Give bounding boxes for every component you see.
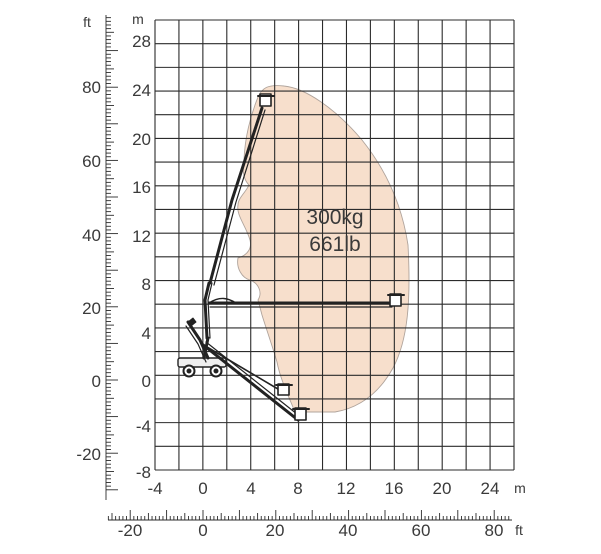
left-ft-ruler <box>105 15 118 500</box>
m-tick-label: -4 <box>147 479 162 498</box>
ft-unit-label-left: ft <box>83 14 91 30</box>
capacity-lb-label: 661lb <box>309 233 360 256</box>
ft-tick-label: 40 <box>339 521 358 540</box>
ft-tick-label: 0 <box>92 372 101 391</box>
m-tick-label: 20 <box>433 479 452 498</box>
m-tick-label: 16 <box>132 178 151 197</box>
m-tick-label: 12 <box>337 479 356 498</box>
m-unit-label-top: m <box>132 11 144 27</box>
grid <box>154 19 515 471</box>
ft-tick-label: -20 <box>76 445 101 464</box>
m-tick-label: 28 <box>132 32 151 51</box>
boom-lift-illustration <box>177 93 405 422</box>
working-envelope <box>237 85 410 413</box>
m-tick-label: 12 <box>132 227 151 246</box>
m-unit-label-bottom: m <box>514 480 526 496</box>
ft-tick-label: -20 <box>118 521 143 540</box>
lift-chassis <box>177 336 227 378</box>
m-tick-label: 20 <box>132 130 151 149</box>
m-tick-label: -4 <box>136 417 151 436</box>
m-tick-label: 4 <box>246 479 255 498</box>
ft-tick-label: 20 <box>266 521 285 540</box>
bottom-ft-ruler <box>107 510 512 521</box>
m-tick-label: 8 <box>293 479 302 498</box>
m-tick-label: 0 <box>198 479 207 498</box>
ft-vertical-tick-labels: 80 60 40 20 0 -20 <box>76 78 101 464</box>
m-tick-label: 4 <box>142 324 151 343</box>
ft-tick-label: 40 <box>82 226 101 245</box>
m-horizontal-tick-labels: -4 0 4 8 12 16 20 24 <box>147 479 499 498</box>
ft-tick-label: 0 <box>198 521 207 540</box>
m-tick-label: 24 <box>132 81 151 100</box>
ft-unit-label-bottom: ft <box>515 522 523 538</box>
ft-tick-label: 20 <box>82 299 101 318</box>
m-tick-label: 16 <box>385 479 404 498</box>
m-tick-label: 24 <box>481 479 500 498</box>
ft-tick-label: 60 <box>82 152 101 171</box>
capacity-kg-label: 300kg <box>306 206 363 229</box>
m-tick-label: 8 <box>142 275 151 294</box>
ft-tick-label: 80 <box>485 521 504 540</box>
m-tick-label: 0 <box>142 372 151 391</box>
m-vertical-tick-labels: 28 24 20 16 12 8 4 0 -4 -8 <box>132 32 151 482</box>
ft-tick-label: 80 <box>82 78 101 97</box>
m-tick-label: -8 <box>136 463 151 482</box>
ft-tick-label: 60 <box>412 521 431 540</box>
ft-horizontal-tick-labels: -20 0 20 40 60 80 <box>118 521 504 540</box>
